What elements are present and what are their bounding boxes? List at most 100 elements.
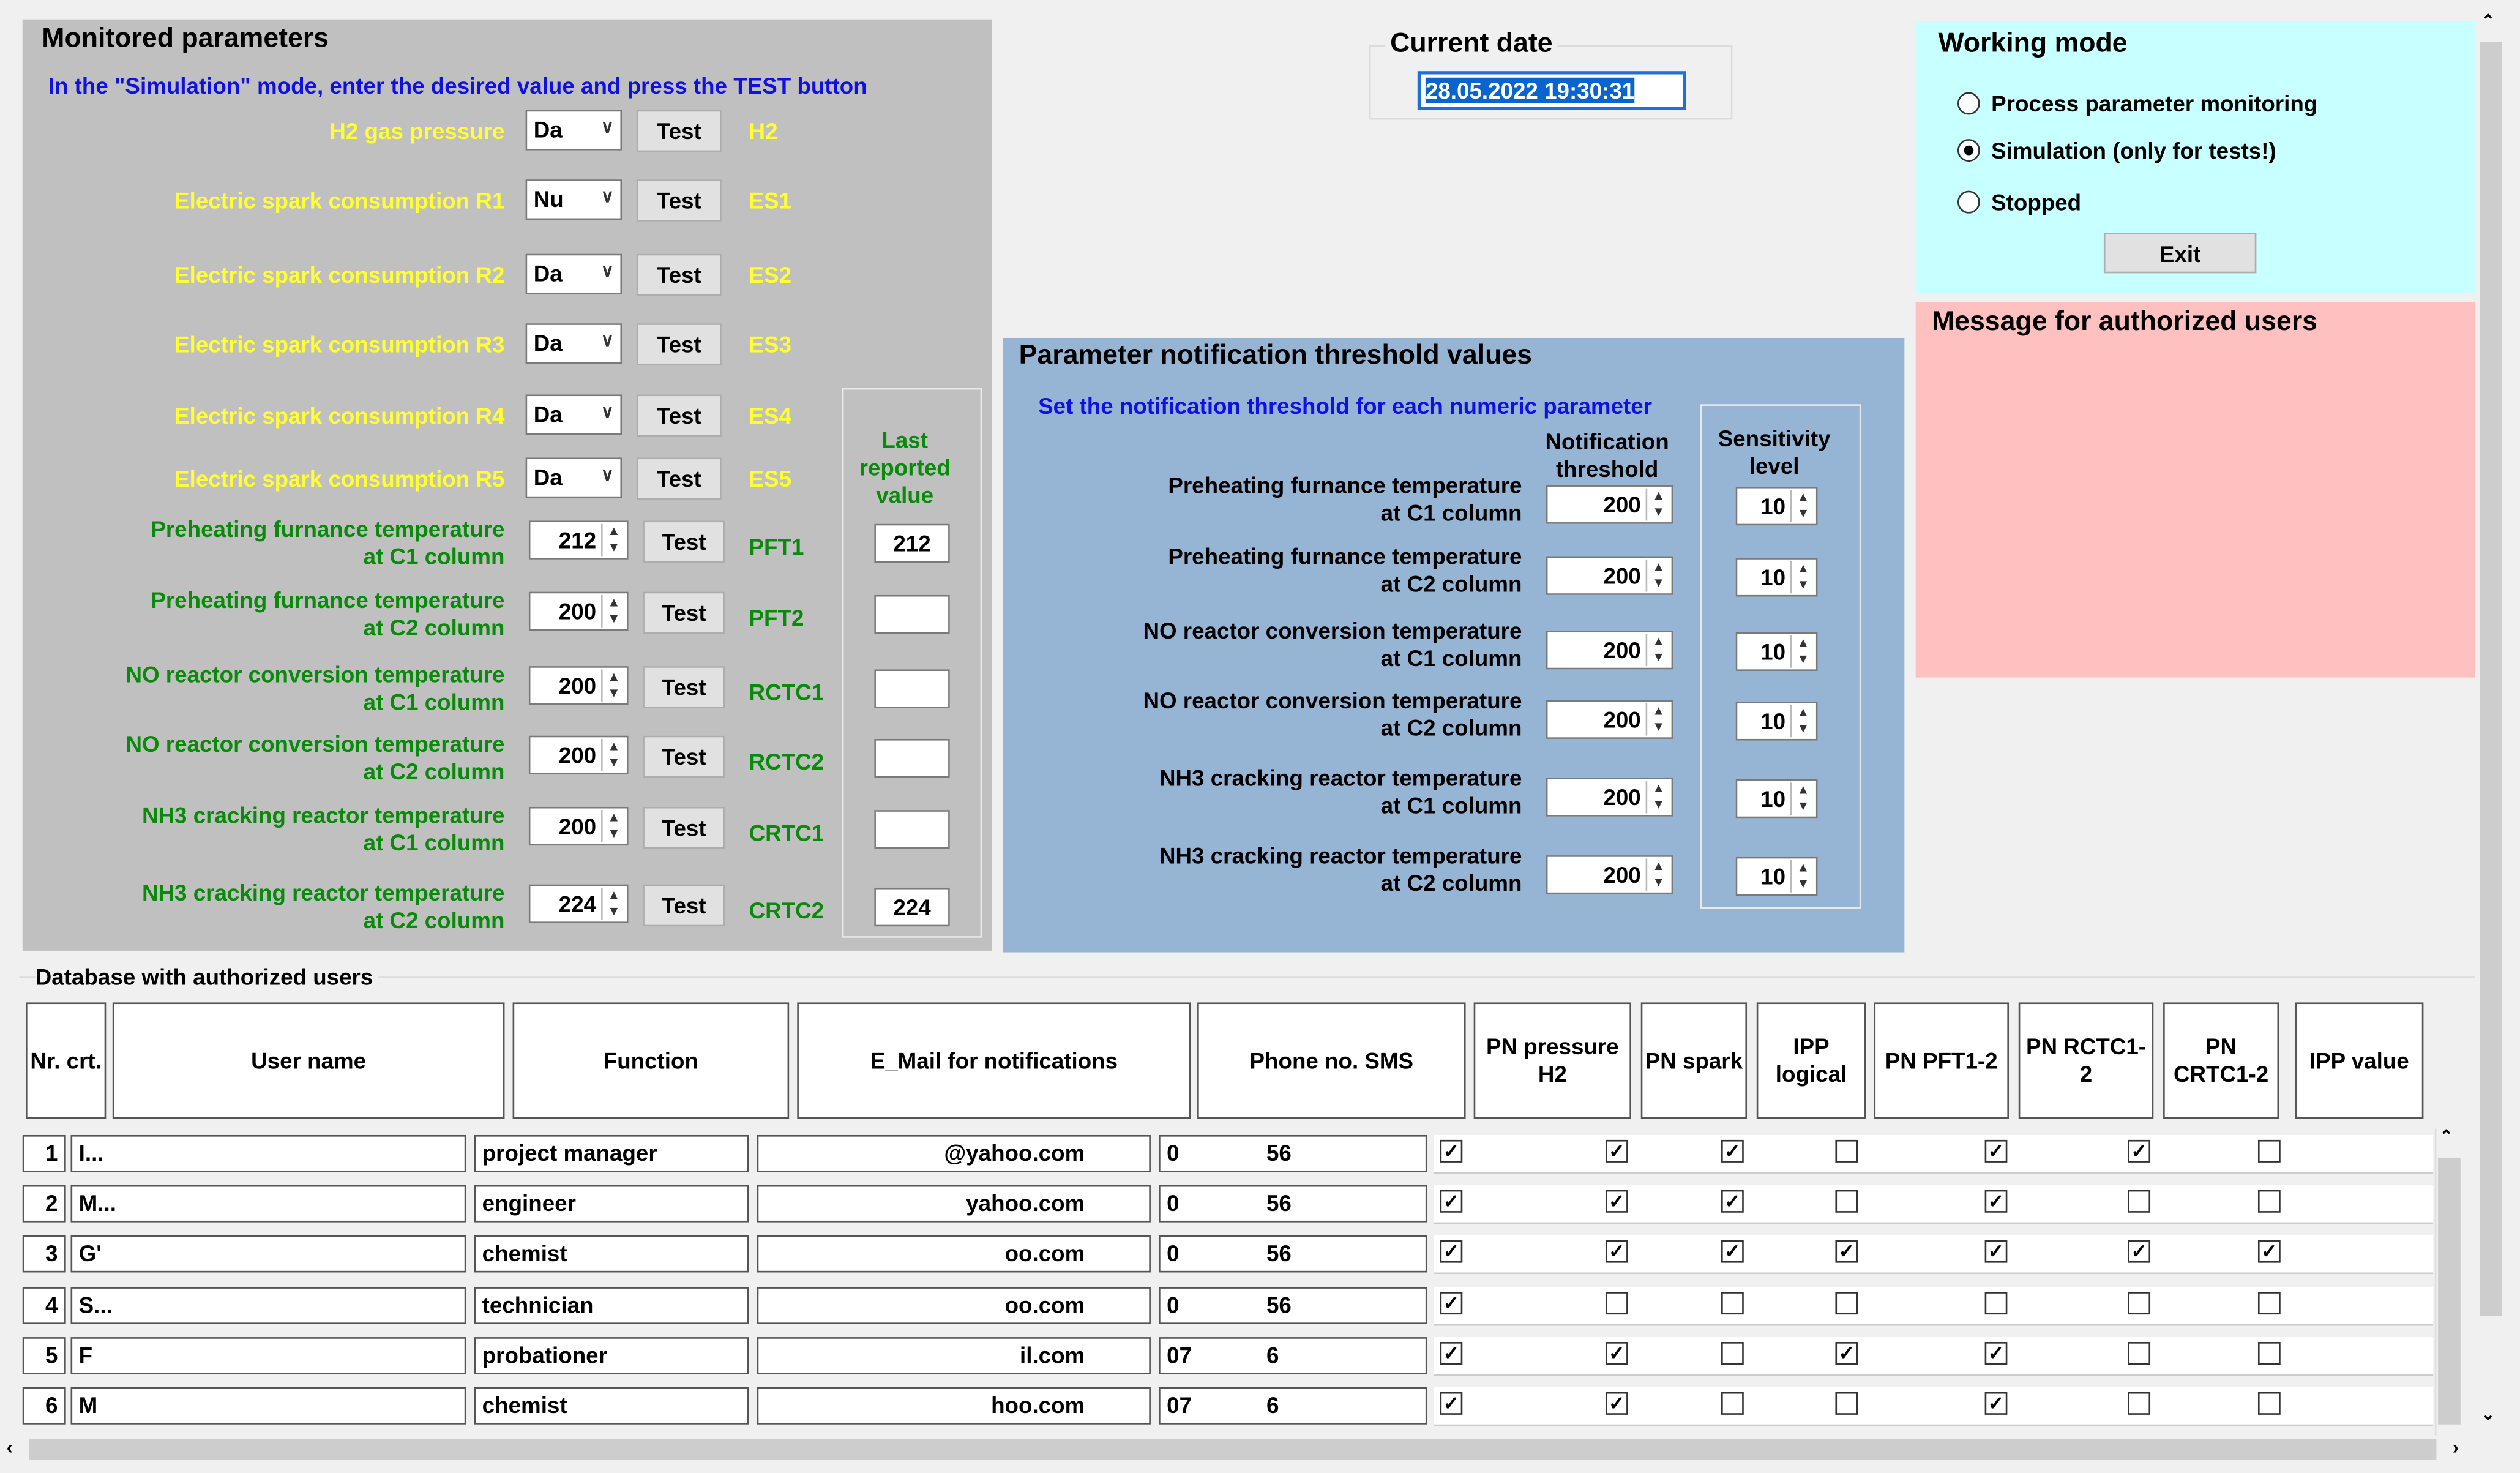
user-phone-field[interactable]: 0 56 bbox=[1159, 1134, 1427, 1172]
checkbox-checked[interactable]: ✓ bbox=[1984, 1240, 2008, 1263]
test-button[interactable]: Test bbox=[643, 520, 725, 563]
scrollbar-thumb[interactable] bbox=[2438, 1157, 2461, 1425]
table-header-cell[interactable]: PN CRTC1-2 bbox=[2163, 1002, 2279, 1119]
spinner-arrows-icon[interactable]: ▲ ▼ bbox=[1645, 559, 1670, 592]
num-param-spinner[interactable]: 200 ▲ ▼ bbox=[528, 806, 629, 846]
user-email-field[interactable]: il.com bbox=[757, 1337, 1151, 1374]
user-name-field[interactable]: I... bbox=[70, 1134, 466, 1172]
mode-radio[interactable] bbox=[1957, 190, 1980, 214]
user-name-field[interactable]: M... bbox=[70, 1185, 466, 1223]
checkbox-checked[interactable]: ✓ bbox=[1605, 1342, 1628, 1365]
spinner-arrows-icon[interactable]: ▲ ▼ bbox=[1790, 705, 1814, 738]
user-email-field[interactable]: @yahoo.com bbox=[757, 1134, 1151, 1172]
checkbox-checked[interactable]: ✓ bbox=[1835, 1342, 1858, 1365]
spinner-arrows-icon[interactable]: ▲ ▼ bbox=[600, 810, 625, 842]
num-param-spinner[interactable]: 200 ▲ ▼ bbox=[528, 666, 629, 705]
checkbox-checked[interactable]: ✓ bbox=[1984, 1139, 2008, 1163]
table-header-cell[interactable]: PN pressure H2 bbox=[1473, 1002, 1631, 1119]
window-horizontal-scrollbar[interactable]: ‹ › bbox=[0, 1436, 2475, 1464]
checkbox-unchecked[interactable] bbox=[2257, 1342, 2281, 1365]
test-button[interactable]: Test bbox=[636, 179, 722, 222]
spinner-arrows-icon[interactable]: ▲ ▼ bbox=[600, 669, 625, 702]
bool-param-select[interactable]: Da ∨ bbox=[525, 394, 623, 435]
scroll-up-icon[interactable]: ⌃ bbox=[2439, 1128, 2453, 1147]
horizontal-scrollbar-thumb[interactable] bbox=[29, 1439, 2437, 1460]
checkbox-unchecked[interactable] bbox=[2257, 1190, 2281, 1213]
table-header-cell[interactable]: PN RCTC1-2 bbox=[2018, 1002, 2154, 1119]
table-header-cell[interactable]: User name bbox=[112, 1002, 505, 1119]
user-name-field[interactable]: G' bbox=[70, 1235, 466, 1273]
table-header-cell[interactable]: PN spark bbox=[1640, 1002, 1748, 1119]
checkbox-checked[interactable]: ✓ bbox=[1605, 1392, 1628, 1415]
checkbox-unchecked[interactable] bbox=[1984, 1292, 2008, 1315]
table-header-cell[interactable]: IPP value bbox=[2295, 1002, 2424, 1119]
checkbox-checked[interactable]: ✓ bbox=[2128, 1240, 2151, 1263]
user-function-field[interactable]: chemist bbox=[474, 1235, 749, 1273]
checkbox-unchecked[interactable] bbox=[1721, 1392, 1744, 1415]
window-scroll-up-icon[interactable]: ⌃ bbox=[2481, 13, 2495, 31]
mode-option-label[interactable]: Process parameter monitoring bbox=[1991, 90, 2318, 117]
spinner-arrows-icon[interactable]: ▲ ▼ bbox=[600, 887, 625, 920]
table-header-cell[interactable]: Nr. crt. bbox=[26, 1002, 107, 1119]
checkbox-unchecked[interactable] bbox=[1835, 1139, 1858, 1163]
threshold-spinner[interactable]: 200 ▲ ▼ bbox=[1546, 855, 1673, 894]
sensitivity-spinner[interactable]: 10 ▲ ▼ bbox=[1735, 856, 1818, 896]
checkbox-unchecked[interactable] bbox=[2257, 1292, 2281, 1315]
checkbox-checked[interactable]: ✓ bbox=[1440, 1392, 1463, 1415]
checkbox-checked[interactable]: ✓ bbox=[1605, 1139, 1628, 1163]
last-reported-value[interactable] bbox=[874, 669, 950, 708]
test-button[interactable]: Test bbox=[643, 735, 725, 778]
threshold-spinner[interactable]: 200 ▲ ▼ bbox=[1546, 556, 1673, 595]
checkbox-unchecked[interactable] bbox=[1721, 1292, 1744, 1315]
test-button[interactable]: Test bbox=[643, 591, 725, 634]
user-function-field[interactable]: engineer bbox=[474, 1185, 749, 1223]
spinner-arrows-icon[interactable]: ▲ ▼ bbox=[1790, 490, 1814, 523]
window-scroll-down-icon[interactable]: ⌄ bbox=[2481, 1406, 2495, 1425]
checkbox-checked[interactable]: ✓ bbox=[1721, 1240, 1744, 1263]
user-phone-field[interactable]: 07 6 bbox=[1159, 1337, 1427, 1374]
checkbox-checked[interactable]: ✓ bbox=[1835, 1240, 1858, 1263]
checkbox-checked[interactable]: ✓ bbox=[1605, 1240, 1628, 1263]
checkbox-unchecked[interactable] bbox=[2128, 1292, 2151, 1315]
table-header-cell[interactable]: PN PFT1-2 bbox=[1874, 1002, 2010, 1119]
checkbox-checked[interactable]: ✓ bbox=[1440, 1190, 1463, 1213]
checkbox-checked[interactable]: ✓ bbox=[1440, 1240, 1463, 1263]
checkbox-unchecked[interactable] bbox=[1835, 1190, 1858, 1213]
user-function-field[interactable]: technician bbox=[474, 1287, 749, 1324]
user-name-field[interactable]: S... bbox=[70, 1287, 466, 1324]
checkbox-unchecked[interactable] bbox=[2128, 1190, 2151, 1213]
user-phone-field[interactable]: 07 6 bbox=[1159, 1387, 1427, 1425]
mode-option-label[interactable]: Stopped bbox=[1991, 189, 2082, 216]
test-button[interactable]: Test bbox=[636, 457, 722, 500]
spinner-arrows-icon[interactable]: ▲ ▼ bbox=[1645, 703, 1670, 736]
test-button[interactable]: Test bbox=[643, 884, 725, 927]
checkbox-checked[interactable]: ✓ bbox=[1984, 1392, 2008, 1415]
sensitivity-spinner[interactable]: 10 ▲ ▼ bbox=[1735, 558, 1818, 597]
threshold-spinner[interactable]: 200 ▲ ▼ bbox=[1546, 778, 1673, 817]
last-reported-value[interactable] bbox=[874, 594, 950, 634]
last-reported-value[interactable] bbox=[874, 810, 950, 849]
checkbox-checked[interactable]: ✓ bbox=[1605, 1190, 1628, 1213]
bool-param-select[interactable]: Da ∨ bbox=[525, 323, 623, 364]
user-email-field[interactable]: oo.com bbox=[757, 1287, 1151, 1324]
user-name-field[interactable]: M bbox=[70, 1387, 466, 1425]
checkbox-checked[interactable]: ✓ bbox=[2128, 1139, 2151, 1163]
checkbox-unchecked[interactable] bbox=[1835, 1392, 1858, 1415]
users-vertical-scrollbar[interactable]: ⌃ bbox=[2434, 1128, 2462, 1436]
checkbox-checked[interactable]: ✓ bbox=[1440, 1292, 1463, 1315]
spinner-arrows-icon[interactable]: ▲ ▼ bbox=[1790, 782, 1814, 815]
user-phone-field[interactable]: 0 56 bbox=[1159, 1287, 1427, 1324]
user-phone-field[interactable]: 0 56 bbox=[1159, 1185, 1427, 1223]
test-button[interactable]: Test bbox=[643, 806, 725, 849]
test-button[interactable]: Test bbox=[636, 394, 722, 437]
bool-param-select[interactable]: Nu ∨ bbox=[525, 179, 623, 220]
spinner-arrows-icon[interactable]: ▲ ▼ bbox=[1790, 561, 1814, 594]
user-function-field[interactable]: project manager bbox=[474, 1134, 749, 1172]
checkbox-unchecked[interactable] bbox=[2128, 1392, 2151, 1415]
spinner-arrows-icon[interactable]: ▲ ▼ bbox=[1790, 860, 1814, 893]
checkbox-unchecked[interactable] bbox=[1721, 1342, 1744, 1365]
table-header-cell[interactable]: IPP logical bbox=[1756, 1002, 1866, 1119]
spinner-arrows-icon[interactable]: ▲ ▼ bbox=[1645, 488, 1670, 521]
checkbox-checked[interactable]: ✓ bbox=[1721, 1190, 1744, 1213]
num-param-spinner[interactable]: 200 ▲ ▼ bbox=[528, 591, 629, 631]
